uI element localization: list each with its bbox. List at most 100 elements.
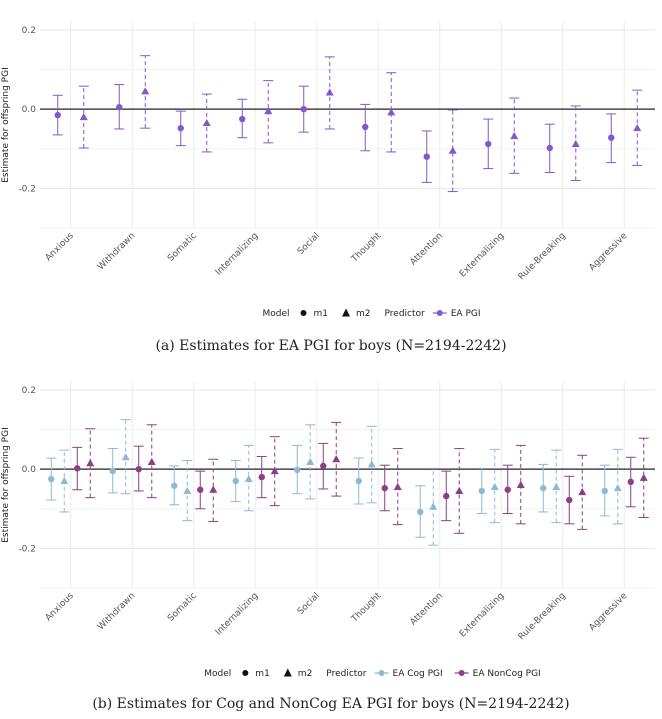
chartb-ytick-label: 0.2 [22,386,36,396]
chartb-ea-noncog-pgi-m2-point [270,466,279,475]
chartb-ea-noncog-pgi-m2-aggressive [638,437,649,518]
chartb-ea-cog-pgi-m1-aggressive [599,464,610,517]
chartb-ea-noncog-pgi-m1-thought [379,464,390,512]
chartb-ea-noncog-pgi-m2-attention [454,448,465,534]
chartb-ea-cog-pgi-m2-withdrawn [120,419,131,495]
charta-ea-pgi-m1-point [177,124,184,132]
chartb-ea-noncog-pgi-m2-withdrawn [146,424,157,499]
charta-legend-ea-pgi: EA PGI [451,309,481,319]
charta-xtick-social: Social [296,231,322,257]
chartb-xtick-social: Social [296,591,322,617]
charta-ea-pgi-m1-point [300,105,307,113]
charta-ea-pgi-m2-point [387,108,396,116]
chartb-xtick-somatic: Somatic [166,591,199,624]
chartb-ea-noncog-pgi-m1-point [443,492,450,500]
charta-xtick-somatic: Somatic [166,231,199,264]
charta-ea-pgi-m2-externalizing [509,97,520,174]
chartb-legend-ea-cog-pgi-key [378,670,385,676]
charta-ea-pgi-m2-aggressive [632,89,643,166]
chartb-ea-cog-pgi-m2-somatic [182,459,193,522]
chartb-ea-cog-pgi-m1-internalizing [230,459,241,503]
chartb-ea-noncog-pgi-m1-point [197,486,204,493]
charta-ea-pgi-m2-point [141,87,150,95]
charta-ea-pgi-m1-point [485,140,492,148]
charta-ea-pgi-m2-point [633,123,642,132]
charta-ea-pgi-m1-point [608,134,615,141]
charta-ytick-label: -0.2 [18,184,36,194]
chartb-ea-cog-pgi-m1-somatic [169,465,180,506]
chartb-ea-noncog-pgi-m1-point [627,478,634,486]
chartb-ea-noncog-pgi-m1-rule-breaking [564,475,575,525]
chartb-ea-cog-pgi-m1-rule-breaking [538,463,549,513]
chartb-xtick-withdrawn: Withdrawn [96,591,137,632]
chart-panel-b: -0.2 0.0 0.2 Estimate for offspring PGI Anxi… [0,360,662,719]
chartb-legend-m1: m1 [255,669,270,679]
chartb-ea-noncog-pgi-m2-thought [392,448,403,526]
chartb-xtick-externalizing: Externalizing [458,591,506,639]
chartb-legend-predictor: Predictor [326,669,367,679]
charta-ea-pgi-m2-point [448,146,457,154]
chartb-xtick-aggressive: Aggressive [587,591,629,633]
charta-ea-pgi-m1-attention [421,130,432,183]
charta-legend-predictor: Predictor [385,309,426,319]
caption-b: (b) Estimates for Cog and NonCog EA PGI … [92,696,570,712]
charta-ea-pgi-m1-point [423,153,430,160]
chartb-ea-cog-pgi-m2-point [121,453,130,461]
charta-xtick-externalizing: Externalizing [458,231,506,279]
caption-a: (a) Estimates for EA PGI for boys (N=219… [155,338,507,354]
chartb-ea-noncog-pgi-m1-point [258,473,265,481]
chartb-ea-noncog-pgi-m1-attention [441,470,452,522]
charta-ea-pgi-m2-thought [386,72,397,153]
chartb-ytick-label: 0.0 [22,465,37,475]
charta-xtick-anxious: Anxious [44,231,76,263]
charta-ea-pgi-m2-internalizing [263,80,274,144]
chartb-ea-cog-pgi-m1-point [232,477,239,485]
charta-ylabel: Estimate for offspring PGI [1,67,11,183]
chartb-ea-noncog-pgi-m2-point [516,480,525,488]
charta-xtick-attention: Attention [408,231,444,267]
charta-ea-pgi-m1-rule-breaking [544,123,555,174]
chartb-ea-cog-pgi-m2-internalizing [243,444,254,512]
charta-ea-pgi-m1-externalizing [483,118,494,170]
chartb-xtick-internalizing: Internalizing [214,591,261,638]
charta-ytick-label: 0.2 [22,26,36,36]
chartb-ytick-label: -0.2 [18,544,36,554]
chartb-ea-noncog-pgi-m2-point [639,473,648,481]
chartb-legend-m1-key [242,670,249,676]
chartb-ea-cog-pgi-m1-point [417,508,424,516]
chartb-ea-noncog-pgi-m1-somatic [195,470,206,510]
charta-ea-pgi-m2-attention [447,109,458,193]
chartb-ea-noncog-pgi-m2-point [147,457,156,466]
chart-panel-a: -0.2 0.0 0.2 Estimate for offspring PGI Anxi… [0,0,662,345]
chartb-ea-cog-pgi-m2-point [183,486,192,494]
charta-ea-pgi-m2-somatic [201,93,212,153]
charta-legend-model: Model [262,309,289,319]
chartb-ea-noncog-pgi-m1-externalizing [502,464,513,515]
chartb-ea-cog-pgi-m2-point [490,482,499,490]
chartb-ea-noncog-pgi-m2-point [455,486,464,494]
chartb-ea-cog-pgi-m1-point [109,467,116,475]
charta-ea-pgi-m1-point [54,111,61,119]
charta-ea-pgi-m1-aggressive [606,113,617,164]
charta-ea-pgi-m2-point [510,131,519,140]
chartb-ea-cog-pgi-m2-point [613,483,622,492]
chartb-ea-cog-pgi-m1-point [478,487,485,495]
chartb-ea-cog-pgi-m2-thought [366,425,377,504]
chartb-ea-cog-pgi-m1-attention [415,485,426,538]
charta-ea-pgi-m2-anxious [78,85,89,149]
chartb-legend-ea-noncog-pgi: EA NonCog PGI [473,669,541,679]
chartb-ea-noncog-pgi-m2-rule-breaking [577,454,588,530]
charta-legend-m1-key [300,310,307,316]
chartb-ea-noncog-pgi-m1-point [320,462,327,470]
chartb-ea-noncog-pgi-m1-social [318,442,329,490]
chartb-ea-noncog-pgi-m1-anxious [72,446,83,491]
charta-ea-pgi-m2-social [324,56,335,130]
chartb-legend-m2-key [283,668,292,677]
chartb-ea-noncog-pgi-m2-social [331,421,342,497]
chartb-ea-noncog-pgi-m1-point [381,484,388,492]
chartb-ea-cog-pgi-m2-point [306,457,315,466]
chartb-ea-noncog-pgi-m1-point [74,465,81,472]
chartb-ea-cog-pgi-m1-point [171,482,178,489]
charta-xtick-internalizing: Internalizing [214,231,261,278]
chartb-ea-cog-pgi-m1-point [48,475,55,483]
